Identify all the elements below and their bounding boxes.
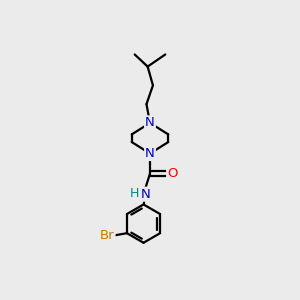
Text: Br: Br <box>100 229 115 242</box>
Text: N: N <box>141 188 151 201</box>
Text: H: H <box>130 187 140 200</box>
Text: N: N <box>145 147 155 160</box>
Text: N: N <box>145 116 155 129</box>
Text: O: O <box>167 167 178 180</box>
